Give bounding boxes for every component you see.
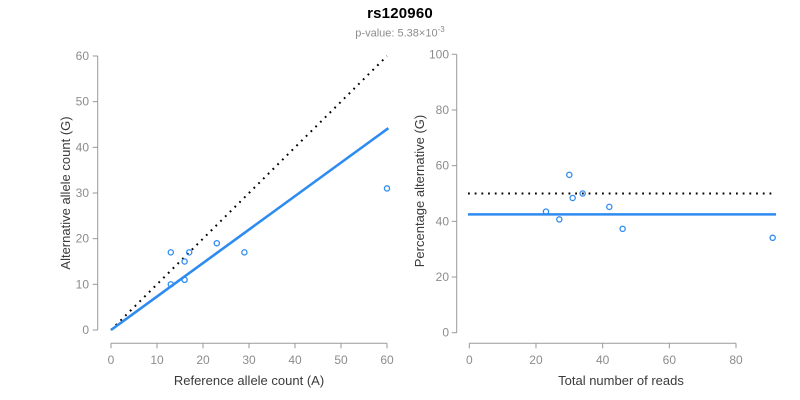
x-tick-label: 10 <box>150 353 164 367</box>
scatter-point <box>167 281 175 288</box>
y-tick-label: 20 <box>436 270 450 284</box>
scatter-point <box>569 194 576 202</box>
x-tick-label: 50 <box>334 353 348 367</box>
y-axis-title: Percentage alternative (G) <box>412 115 427 267</box>
x-tick-label: 60 <box>380 353 394 367</box>
y-tick-label: 40 <box>436 214 450 228</box>
scatter-point <box>579 190 586 197</box>
x-tick-label: 40 <box>288 353 302 367</box>
x-tick-label: 0 <box>108 353 115 367</box>
pvalue-exponent: -3 <box>437 25 445 34</box>
scatter-point <box>167 249 175 256</box>
scatter-point <box>606 203 613 211</box>
y-tick-label: 80 <box>436 103 450 117</box>
scatter-point <box>181 276 188 284</box>
identity-line <box>110 55 388 331</box>
scatter-point <box>241 249 248 256</box>
x-axis-title: Total number of reads <box>558 373 684 388</box>
y-axis-title: Alternative allele count (G) <box>58 116 73 269</box>
scatter-point <box>181 258 188 265</box>
pvalue-text: p-value: 5.38×10 <box>355 27 438 40</box>
y-tick-label: 100 <box>429 47 449 61</box>
scatter-point <box>566 171 573 179</box>
y-tick-label: 0 <box>82 323 89 337</box>
x-tick-label: 80 <box>729 353 743 367</box>
y-tick-label: 20 <box>76 232 90 246</box>
y-tick-label: 60 <box>436 159 450 173</box>
scatter-point <box>542 208 550 215</box>
x-tick-label: 20 <box>529 353 543 367</box>
x-tick-label: 60 <box>663 353 677 367</box>
y-tick-label: 40 <box>76 140 90 154</box>
scatter-point <box>185 249 193 256</box>
scatter-point <box>213 239 221 247</box>
scatter-point <box>619 225 626 233</box>
fit-line <box>110 127 390 332</box>
scatter-point <box>383 185 391 192</box>
scatter-point <box>556 216 563 223</box>
x-tick-label: 30 <box>242 353 256 367</box>
y-tick-label: 50 <box>76 95 90 109</box>
x-tick-label: 40 <box>596 353 610 367</box>
x-axis-title: Reference allele count (A) <box>174 373 324 388</box>
x-tick-label: 0 <box>466 353 473 367</box>
scatter-point <box>769 234 776 242</box>
y-tick-label: 0 <box>442 326 449 340</box>
y-tick-label: 30 <box>76 186 90 200</box>
x-tick-label: 20 <box>196 353 210 367</box>
y-tick-label: 10 <box>76 277 90 291</box>
y-tick-label: 60 <box>76 49 90 63</box>
figure-subtitle: p-value: 5.38×10-3 <box>0 25 800 40</box>
figure-title: rs120960 <box>367 5 433 22</box>
